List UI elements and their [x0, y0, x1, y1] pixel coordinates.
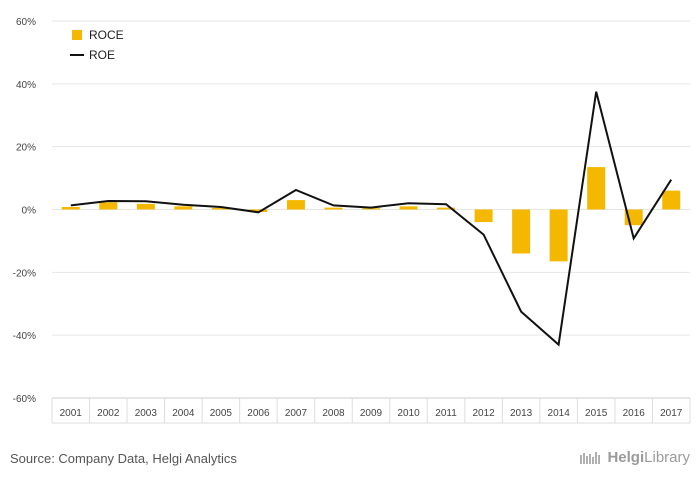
- roe-line-group: [70, 91, 673, 347]
- x-tick-label: 2002: [97, 408, 120, 419]
- x-tick-label: 2008: [322, 408, 345, 419]
- legend-roce-label: ROCE: [89, 28, 124, 42]
- x-tick-label: 2016: [623, 408, 646, 419]
- roce-bar: [587, 167, 606, 210]
- roe-line: [70, 91, 673, 347]
- roce-bar: [399, 206, 418, 210]
- y-axis-tick-labels: 60% 40% 20% 0% -20% -40% -60%: [13, 17, 36, 405]
- x-tick-label: 2006: [247, 408, 270, 419]
- y-tick-label: -20%: [13, 268, 36, 279]
- y-tick-label: 60%: [16, 17, 36, 28]
- x-tick-label: 2003: [135, 408, 158, 419]
- x-tick-label: 2007: [285, 408, 308, 419]
- x-tick-label: 2013: [510, 408, 533, 419]
- y-tick-label: 0%: [22, 206, 37, 217]
- x-tick-label: 2012: [472, 408, 495, 419]
- source-note: Source: Company Data, Helgi Analytics: [10, 451, 237, 466]
- legend: ROCE ROE: [70, 28, 124, 62]
- x-tick-label: 2015: [585, 408, 608, 419]
- x-tick-label: 2011: [435, 408, 457, 419]
- brand-prefix: Helgi: [607, 449, 645, 466]
- x-axis: 2001 2002 2003 2004 2005 2006 2007 2008 2009 2010…: [51, 397, 691, 424]
- x-tick-label: 2001: [60, 408, 83, 419]
- roce-bar: [136, 203, 155, 210]
- roce-bar: [662, 190, 681, 210]
- roce-bar: [99, 202, 118, 210]
- roce-bar: [174, 206, 193, 210]
- roce-bar: [61, 206, 80, 210]
- y-tick-label: -40%: [13, 331, 36, 342]
- y-tick-label: 20%: [16, 143, 36, 154]
- legend-roe-label: ROE: [89, 48, 115, 62]
- brand-logo: HelgiLibrary: [579, 449, 690, 466]
- x-tick-label: 2017: [660, 408, 683, 419]
- roce-bar: [437, 207, 456, 210]
- roce-bar: [474, 209, 493, 223]
- x-tick-label: 2009: [360, 408, 383, 419]
- x-tick-label: 2005: [210, 408, 233, 419]
- roce-bar: [362, 208, 380, 210]
- roce-bar: [549, 209, 568, 262]
- roce-bar: [324, 207, 343, 210]
- x-tick-label: 2014: [548, 408, 571, 419]
- roce-bar: [211, 207, 230, 210]
- roce-bar: [286, 200, 305, 210]
- x-tick-label: 2010: [397, 408, 420, 419]
- y-tick-label: -60%: [13, 394, 36, 405]
- y-tick-label: 40%: [16, 80, 36, 91]
- roce-bar: [512, 209, 531, 254]
- library-icon: [580, 451, 601, 464]
- roce-bars: [61, 167, 681, 262]
- legend-roce-swatch: [72, 30, 82, 40]
- brand-suffix: Library: [644, 449, 690, 466]
- roce-bar: [249, 209, 268, 213]
- x-tick-label: 2004: [172, 408, 195, 419]
